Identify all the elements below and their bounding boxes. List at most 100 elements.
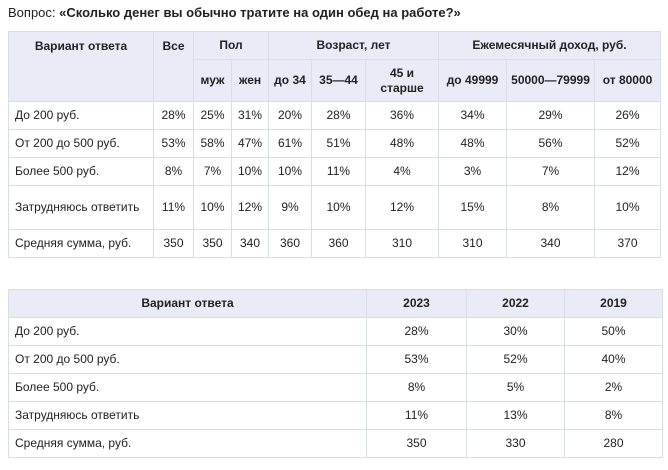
header-age-3: 45 и старше <box>364 59 440 102</box>
cell: 5% <box>466 373 565 402</box>
cell: 52% <box>466 345 565 374</box>
cell: 56% <box>506 129 596 158</box>
cell: 12% <box>231 185 269 230</box>
header-age-1: до 34 <box>268 59 312 102</box>
cell: 11% <box>153 185 194 230</box>
cell: 360 <box>311 229 366 258</box>
row-label: Затрудняюсь ответить <box>8 185 154 230</box>
table-row: От 200 до 500 руб. 53% 52% 40% <box>8 345 663 374</box>
cell: 4% <box>364 157 440 186</box>
cell: 48% <box>438 129 508 158</box>
cell: 40% <box>564 345 663 374</box>
cell: 58% <box>193 129 232 158</box>
cell: 53% <box>366 345 467 374</box>
header-variant: Вариант ответа <box>8 31 154 102</box>
cell: 350 <box>193 229 232 258</box>
cell: 31% <box>231 101 269 130</box>
cell: 8% <box>153 157 194 186</box>
row-label: До 200 руб. <box>8 317 367 346</box>
table-row: Средняя сумма, руб. 350 330 280 <box>8 429 663 458</box>
cell: 10% <box>311 185 366 230</box>
cell: 34% <box>438 101 508 130</box>
cell: 30% <box>466 317 565 346</box>
row-label: Средняя сумма, руб. <box>8 229 154 258</box>
row-label: Более 500 руб. <box>8 157 154 186</box>
table-row: Средняя сумма, руб. 350 350 340 360 360 … <box>8 229 662 258</box>
table-row: Затрудняюсь ответить 11% 13% 8% <box>8 401 663 430</box>
header-income-3: от 80000 <box>594 59 662 102</box>
header-female: жен <box>231 59 269 102</box>
cell: 7% <box>506 157 596 186</box>
header-year-2019: 2019 <box>564 289 663 318</box>
header-year-2022: 2022 <box>466 289 565 318</box>
cell: 370 <box>594 229 662 258</box>
cell: 12% <box>594 157 662 186</box>
cell: 20% <box>268 101 312 130</box>
cell: 310 <box>438 229 508 258</box>
cell: 310 <box>364 229 440 258</box>
table-row: Затрудняюсь ответить 11% 10% 12% 9% 10% … <box>8 185 662 230</box>
row-label: От 200 до 500 руб. <box>8 345 367 374</box>
cell: 340 <box>231 229 269 258</box>
cell: 28% <box>153 101 194 130</box>
row-label: Более 500 руб. <box>8 373 367 402</box>
table-row: От 200 до 500 руб. 53% 58% 47% 61% 51% 4… <box>8 129 662 158</box>
header-male: муж <box>193 59 232 102</box>
row-label: От 200 до 500 руб. <box>8 129 154 158</box>
cell: 15% <box>438 185 508 230</box>
cell: 25% <box>193 101 232 130</box>
cell: 8% <box>506 185 596 230</box>
table-row: Более 500 руб. 8% 7% 10% 10% 11% 4% 3% 7… <box>8 157 662 186</box>
cell: 61% <box>268 129 312 158</box>
cell: 13% <box>466 401 565 430</box>
cell: 8% <box>564 401 663 430</box>
row-label: До 200 руб. <box>8 101 154 130</box>
table-row: До 200 руб. 28% 30% 50% <box>8 317 663 346</box>
cell: 50% <box>564 317 663 346</box>
row-label: Средняя сумма, руб. <box>8 429 367 458</box>
survey-table-breakdown: Вариант ответа Все Пол Возраст, лет Ежем… <box>8 31 662 258</box>
cell: 10% <box>231 157 269 186</box>
cell: 26% <box>594 101 662 130</box>
cell: 52% <box>594 129 662 158</box>
cell: 36% <box>364 101 440 130</box>
question-line: Вопрос: «Сколько денег вы обычно тратите… <box>8 4 461 22</box>
cell: 10% <box>268 157 312 186</box>
cell: 350 <box>366 429 467 458</box>
cell: 47% <box>231 129 269 158</box>
cell: 53% <box>153 129 194 158</box>
cell: 10% <box>193 185 232 230</box>
table-row: До 200 руб. 28% 25% 31% 20% 28% 36% 34% … <box>8 101 662 130</box>
header-age: Возраст, лет <box>267 31 440 60</box>
header-income-1: до 49999 <box>438 59 508 102</box>
header-gender: Пол <box>193 31 269 60</box>
header-age-2: 35—44 <box>311 59 366 102</box>
survey-table-by-year: Вариант ответа 2023 2022 2019 До 200 руб… <box>8 289 663 458</box>
header-all: Все <box>153 31 194 102</box>
cell: 51% <box>311 129 366 158</box>
cell: 48% <box>364 129 440 158</box>
header-variant: Вариант ответа <box>8 289 367 318</box>
cell: 12% <box>364 185 440 230</box>
cell: 7% <box>193 157 232 186</box>
header-income: Ежемесячный доход, руб. <box>438 31 662 60</box>
cell: 29% <box>506 101 596 130</box>
cell: 10% <box>594 185 662 230</box>
cell: 28% <box>366 317 467 346</box>
cell: 28% <box>311 101 366 130</box>
cell: 360 <box>268 229 312 258</box>
question-text: «Сколько денег вы обычно тратите на один… <box>59 5 461 20</box>
cell: 3% <box>438 157 508 186</box>
header-income-2: 50000—79999 <box>506 59 596 102</box>
cell: 8% <box>366 373 467 402</box>
cell: 350 <box>153 229 194 258</box>
cell: 11% <box>366 401 467 430</box>
header-year-2023: 2023 <box>366 289 467 318</box>
table-row: Более 500 руб. 8% 5% 2% <box>8 373 663 402</box>
cell: 2% <box>564 373 663 402</box>
cell: 340 <box>506 229 596 258</box>
cell: 9% <box>268 185 312 230</box>
row-label: Затрудняюсь ответить <box>8 401 367 430</box>
question-prefix: Вопрос: <box>8 5 56 20</box>
cell: 330 <box>466 429 565 458</box>
